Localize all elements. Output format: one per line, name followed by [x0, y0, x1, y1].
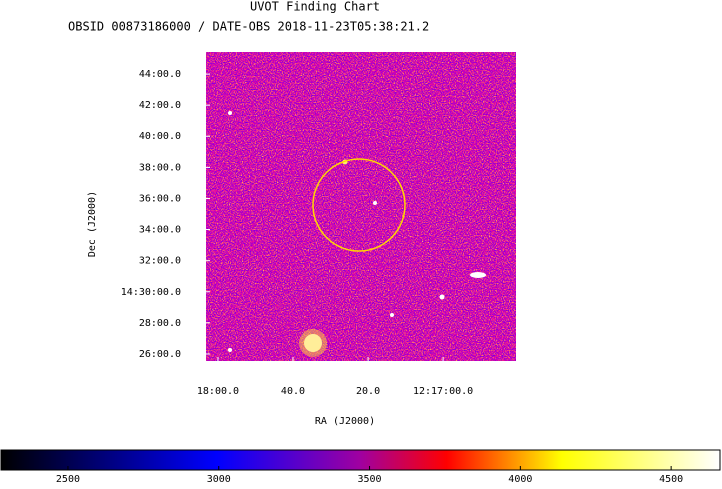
y-tick-label: 26:00.0 [139, 349, 181, 360]
star [228, 348, 232, 352]
y-tick-label: 36:00.0 [139, 193, 181, 204]
y-tick-label: 28:00.0 [139, 318, 181, 329]
x-axis-label: RA (J2000) [315, 416, 375, 427]
x-tick-label: 12:17:00.0 [413, 386, 473, 397]
y-tick-label: 38:00.0 [139, 162, 181, 173]
y-tick-label: 42:00.0 [139, 100, 181, 111]
y-tick-label: 40:00.0 [139, 131, 181, 142]
image-pixels [206, 52, 516, 361]
colorbar-tick-label: 3000 [207, 474, 231, 485]
y-tick-label: 34:00.0 [139, 225, 181, 236]
colorbar-tick-label: 3500 [358, 474, 382, 485]
star-halo [299, 329, 327, 357]
colorbar [0, 449, 721, 471]
y-tick-label: 14:30:00.0 [121, 287, 181, 298]
colorbar-tick-label: 4500 [659, 474, 683, 485]
chart-subtitle: OBSID 00873186000 / DATE-OBS 2018-11-23T… [68, 20, 429, 34]
star [390, 313, 394, 317]
sky-image [206, 52, 516, 361]
star [439, 294, 445, 300]
source-circle [312, 158, 406, 252]
colorbar-tick-label: 2500 [56, 474, 80, 485]
galaxy [470, 272, 486, 278]
y-tick-label: 32:00.0 [139, 256, 181, 267]
x-tick-label: 20.0 [356, 386, 380, 397]
star [373, 201, 377, 205]
y-axis-label: Dec (J2000) [87, 191, 98, 257]
chart-title: UVOT Finding Chart [250, 0, 380, 14]
star [228, 111, 232, 115]
colorbar-tick-label: 4000 [508, 474, 532, 485]
x-tick-label: 18:00.0 [197, 386, 239, 397]
y-tick-label: 44:00.0 [139, 69, 181, 80]
x-tick-label: 40.0 [281, 386, 305, 397]
